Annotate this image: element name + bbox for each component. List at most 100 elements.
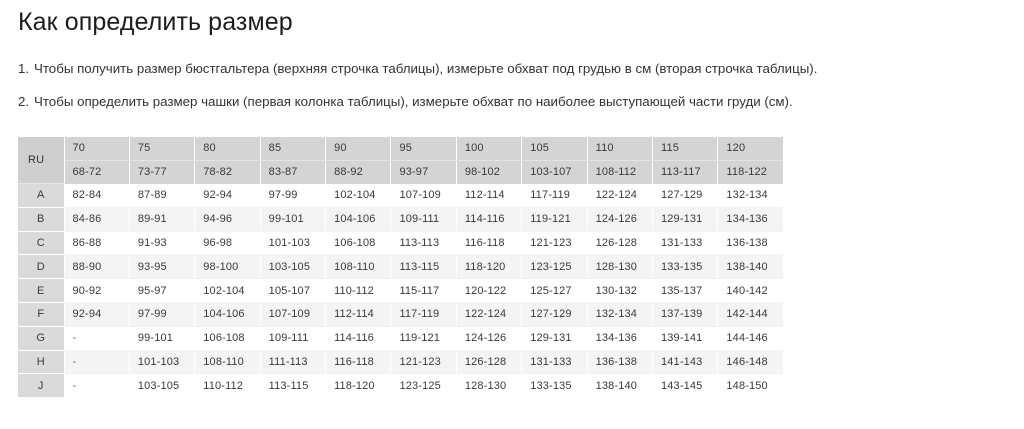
table-cell: 121-123 [521,231,588,256]
table-cell: 135-137 [652,278,719,304]
list-item: 2. Чтобы определить размер чашки (первая… [18,93,1008,111]
table-cell: 95-97 [129,278,196,304]
table-cell: 118-120 [456,254,523,280]
cup-size-label: J [18,373,65,398]
table-row: H - 101-103 108-110 111-113 116-118 121-… [18,350,784,375]
band-size-header: 110 [587,137,654,161]
underbust-range-header: 118-122 [717,160,784,184]
table-cell: 96-98 [194,231,261,256]
table-cell: 104-106 [325,207,392,232]
table-cell: 108-110 [325,254,392,280]
band-size-header: 75 [129,137,196,161]
band-size-header: 100 [456,137,523,161]
table-row: A 82-84 87-89 92-94 97-99 102-104 107-10… [18,183,784,208]
table-cell: 126-128 [456,350,523,375]
table-cell: 148-150 [717,373,784,398]
table-cell: - [64,373,130,398]
band-size-header: 85 [260,137,327,161]
cup-size-label: E [18,278,65,304]
table-cell: 122-124 [587,183,654,208]
table-cell: 113-115 [260,373,327,398]
table-row: F 92-94 97-99 104-106 107-109 112-114 11… [18,302,784,327]
table-cell: 130-132 [587,278,654,304]
table-cell: 140-142 [717,278,784,304]
band-size-header: 70 [64,137,130,161]
underbust-range-header: 88-92 [325,160,392,184]
list-item-text: Чтобы получить размер бюстгальтера (верх… [34,61,818,76]
table-corner-label: RU [18,137,65,185]
table-cell: 118-120 [325,373,392,398]
table-cell: 141-143 [652,350,719,375]
table-cell: 137-139 [652,302,719,327]
table-row: B 84-86 89-91 94-96 99-101 104-106 109-1… [18,207,784,232]
table-cell: 125-127 [521,278,588,304]
table-cell: 120-122 [456,278,523,304]
underbust-range-header: 68-72 [64,160,130,184]
table-cell: 92-94 [194,183,261,208]
table-cell: 129-131 [652,207,719,232]
band-size-header: 95 [390,137,457,161]
table-cell: 116-118 [325,350,392,375]
table-cell: 131-133 [652,231,719,256]
table-cell: 94-96 [194,207,261,232]
table-cell: 117-119 [390,302,457,327]
table-cell: 131-133 [521,350,588,375]
table-cell: 112-114 [325,302,392,327]
table-cell: 134-136 [717,207,784,232]
size-table-body: A 82-84 87-89 92-94 97-99 102-104 107-10… [18,183,784,398]
table-cell: 136-138 [587,350,654,375]
table-cell: 110-112 [194,373,261,398]
table-row: E 90-92 95-97 102-104 105-107 110-112 11… [18,278,784,304]
table-cell: 109-111 [260,326,327,351]
underbust-range-header: 103-107 [521,160,588,184]
table-cell: 105-107 [260,278,327,304]
table-cell: 124-126 [587,207,654,232]
table-cell: 121-123 [390,350,457,375]
cup-size-label: C [18,231,65,256]
table-cell: 127-129 [652,183,719,208]
underbust-range-header: 93-97 [390,160,457,184]
table-row: G - 99-101 106-108 109-111 114-116 119-1… [18,326,784,351]
table-cell: 107-109 [390,183,457,208]
table-cell: 112-114 [456,183,523,208]
table-cell: 101-103 [260,231,327,256]
table-cell: 93-95 [129,254,196,280]
table-cell: 102-104 [194,278,261,304]
table-row: J - 103-105 110-112 113-115 118-120 123-… [18,373,784,398]
table-cell: 113-113 [390,231,457,256]
cup-size-label: A [18,183,65,208]
instructions-list: 1. Чтобы получить размер бюстгальтера (в… [18,60,1008,126]
table-cell: 92-94 [64,302,130,327]
table-cell: 82-84 [64,183,130,208]
table-cell: 142-144 [717,302,784,327]
list-item-number: 1. [18,61,30,76]
table-header-row-band: RU 70 75 80 85 90 95 100 105 110 115 120 [18,137,784,185]
cup-size-label: D [18,254,65,280]
table-cell: 134-136 [587,326,654,351]
list-item: 1. Чтобы получить размер бюстгальтера (в… [18,60,1008,78]
table-cell: 97-99 [260,183,327,208]
table-cell: 103-105 [260,254,327,280]
table-cell: 132-134 [587,302,654,327]
table-row: C 86-88 91-93 96-98 101-103 106-108 113-… [18,231,784,256]
table-cell: 138-140 [717,254,784,280]
size-table: RU 70 75 80 85 90 95 100 105 110 115 120… [18,137,784,398]
underbust-range-header: 108-112 [587,160,654,184]
table-cell: 116-118 [456,231,523,256]
band-size-header: 90 [325,137,392,161]
table-cell: 122-124 [456,302,523,327]
table-cell: 90-92 [64,278,130,304]
table-cell: - [64,350,130,375]
table-cell: 110-112 [325,278,392,304]
table-cell: 114-116 [456,207,523,232]
cup-size-label: B [18,207,65,232]
table-cell: 108-110 [194,350,261,375]
table-cell: 132-134 [717,183,784,208]
table-cell: 106-108 [194,326,261,351]
table-cell: 101-103 [129,350,196,375]
table-header-row-underbust: 68-72 73-77 78-82 83-87 88-92 93-97 98-1… [18,160,784,184]
table-cell: 128-130 [587,254,654,280]
table-cell: 136-138 [717,231,784,256]
table-cell: 89-91 [129,207,196,232]
table-cell: 111-113 [260,350,327,375]
